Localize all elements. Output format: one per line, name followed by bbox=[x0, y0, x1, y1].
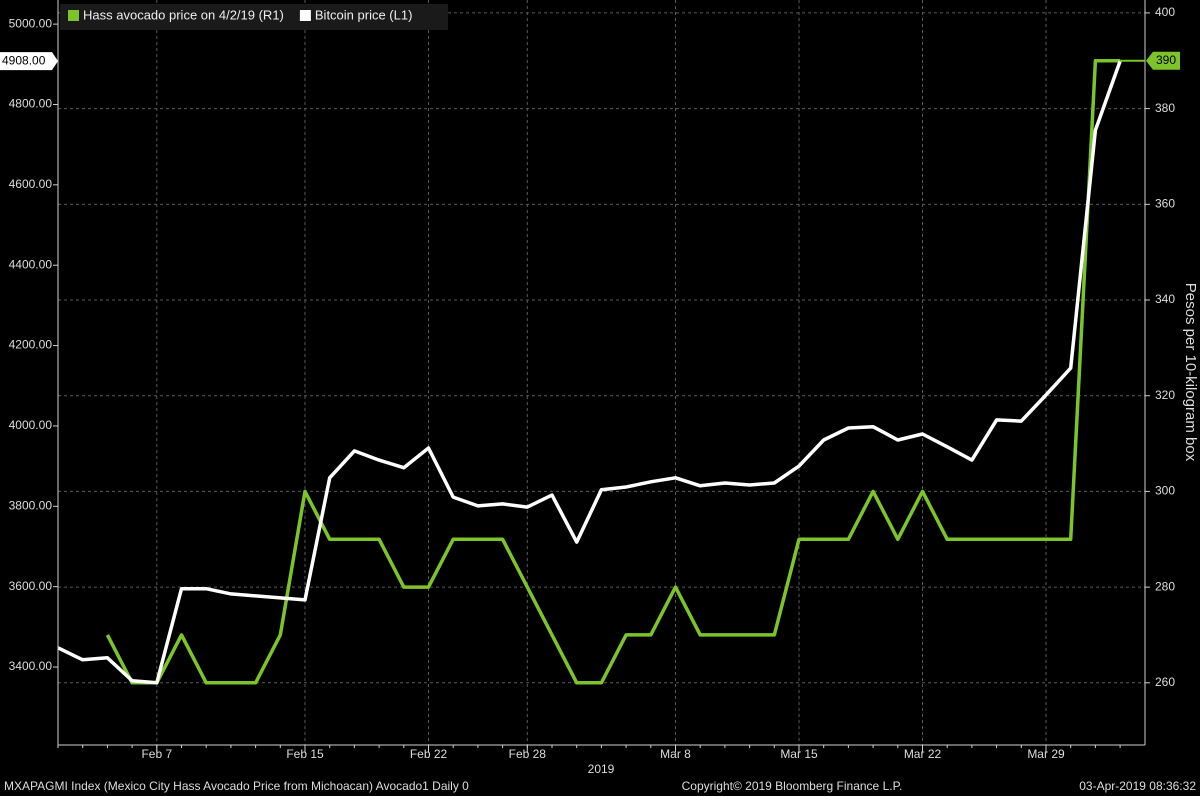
x-tick-label: Mar 15 bbox=[780, 747, 818, 761]
x-tick-label: Feb 15 bbox=[286, 747, 324, 761]
legend: Hass avocado price on 4/2/19 (R1) Bitcoin… bbox=[60, 4, 448, 30]
footer-left: MXAPAGMI Index (Mexico City Hass Avocado… bbox=[4, 779, 469, 793]
y-tick-label: 5000.00 bbox=[9, 16, 53, 30]
x-tick-label: Feb 28 bbox=[509, 747, 547, 761]
last-value-tag bbox=[1146, 51, 1180, 70]
line-series bbox=[57, 60, 1122, 685]
y-tick-label: 4600.00 bbox=[9, 177, 53, 191]
x-tick-label: Mar 29 bbox=[1027, 747, 1065, 761]
x-tick-label: Mar 8 bbox=[660, 747, 691, 761]
last-value-label: 390 bbox=[1156, 53, 1176, 67]
y2-tick-label: 260 bbox=[1155, 675, 1175, 689]
last-value-label: 4908.00 bbox=[2, 53, 46, 67]
last-value-tag bbox=[0, 52, 58, 71]
y2-tick-label: 340 bbox=[1155, 292, 1175, 306]
footer-center: Copyright© 2019 Bloomberg Finance L.P. bbox=[682, 779, 903, 793]
plot bbox=[57, 59, 1122, 685]
legend-label: Hass avocado price on 4/2/19 (R1) bbox=[83, 7, 284, 22]
y-tick-label: 4200.00 bbox=[9, 338, 53, 352]
y-tick-label: 3600.00 bbox=[9, 579, 53, 593]
x-tick-label: Feb 7 bbox=[141, 747, 172, 761]
y2-tick-label: 300 bbox=[1155, 484, 1175, 498]
y2-tick-label: 320 bbox=[1155, 388, 1175, 402]
y-tick-label: 3400.00 bbox=[9, 659, 53, 673]
x-tick-label: Mar 22 bbox=[904, 747, 942, 761]
y2-axis-label: Pesos per 10-kilogram box bbox=[1182, 283, 1199, 462]
y2-tick-label: 280 bbox=[1155, 579, 1175, 593]
footer-right: 03-Apr-2019 08:36:32 bbox=[1079, 779, 1196, 793]
line-series bbox=[105, 59, 1121, 685]
y-tick-label: 4400.00 bbox=[9, 257, 53, 271]
legend-swatch bbox=[68, 10, 79, 21]
x-tick-label: Feb 22 bbox=[410, 747, 448, 761]
y-tick-label: 4000.00 bbox=[9, 418, 53, 432]
x-axis-label: 2019 bbox=[588, 762, 615, 776]
legend-swatch bbox=[299, 10, 311, 21]
y-tick-label: 3800.00 bbox=[9, 498, 53, 512]
legend-box bbox=[60, 4, 448, 30]
y-tick-label: 4800.00 bbox=[9, 97, 53, 111]
y2-tick-label: 400 bbox=[1155, 5, 1175, 19]
y2-tick-label: 380 bbox=[1155, 101, 1175, 115]
legend-label: Bitcoin price (L1) bbox=[315, 7, 413, 22]
y2-tick-label: 360 bbox=[1155, 196, 1175, 210]
